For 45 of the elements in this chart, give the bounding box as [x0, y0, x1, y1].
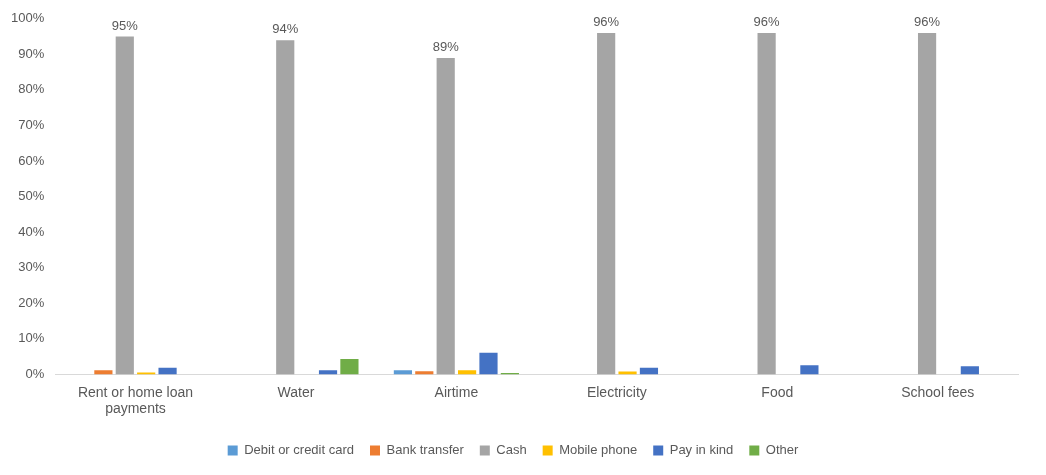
x-tick-label: Food	[761, 383, 794, 400]
bar	[960, 366, 979, 375]
data-label: 96%	[593, 14, 620, 30]
bar	[393, 370, 412, 375]
bar	[158, 367, 177, 375]
data-label: 95%	[111, 17, 139, 33]
x-tick-label: Rent or home loan payments	[77, 383, 194, 417]
y-tick-label: 90%	[18, 45, 45, 61]
y-tick-label: 30%	[18, 259, 45, 275]
bar	[415, 371, 434, 375]
bar	[597, 33, 616, 375]
bar	[276, 40, 295, 375]
y-tick-label: 60%	[18, 152, 45, 168]
data-label: 94%	[272, 21, 299, 37]
x-tick-label: Electricity	[586, 383, 647, 400]
bar	[458, 370, 477, 375]
bar	[115, 36, 134, 375]
bar	[318, 370, 338, 375]
y-tick-label: 10%	[18, 330, 45, 346]
x-tick-label: Airtime	[434, 383, 479, 400]
legend-label: Debit or credit card	[244, 442, 355, 458]
y-tick-label: 40%	[18, 223, 45, 239]
bar	[436, 57, 455, 375]
data-label: 96%	[753, 14, 781, 30]
legend-label: Other	[765, 442, 799, 458]
y-tick-label: 50%	[18, 188, 45, 204]
bar	[917, 33, 937, 375]
x-tick-label: Water	[277, 383, 315, 400]
data-label: 89%	[432, 38, 460, 54]
bar	[340, 359, 359, 375]
y-tick-label: 80%	[18, 81, 45, 97]
y-tick-label: 20%	[18, 294, 45, 310]
data-label: 96%	[914, 14, 941, 30]
bar	[800, 365, 819, 375]
y-tick-label: 100%	[11, 10, 45, 26]
legend-label: Bank transfer	[386, 442, 465, 458]
x-tick-label: School fees	[901, 383, 975, 400]
bar	[757, 33, 776, 375]
bar	[94, 370, 113, 375]
legend-label: Mobile phone	[559, 442, 638, 458]
y-tick-label: 70%	[18, 117, 45, 133]
legend-label: Pay in kind	[669, 442, 734, 458]
legend-label: Cash	[496, 442, 527, 458]
y-tick-label: 0%	[25, 365, 45, 381]
bar	[479, 352, 498, 375]
